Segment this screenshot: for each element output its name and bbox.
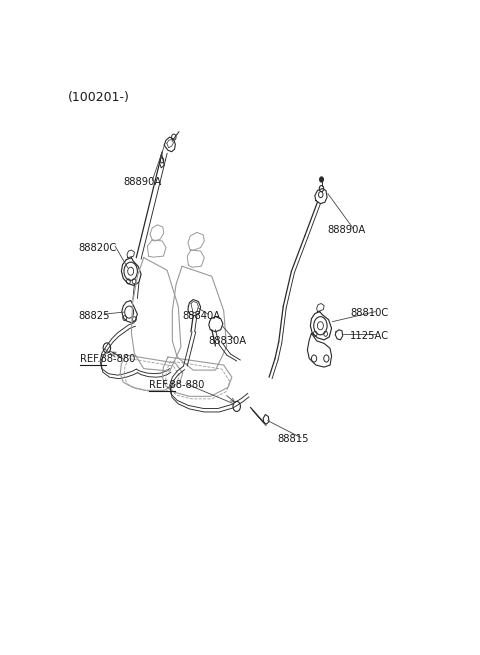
Text: 88810C: 88810C (350, 308, 388, 318)
Text: 88890A: 88890A (328, 225, 366, 235)
Text: 1125AC: 1125AC (350, 331, 389, 341)
Text: 88890A: 88890A (123, 177, 161, 187)
Text: 88820C: 88820C (79, 242, 117, 253)
Text: 88825: 88825 (79, 310, 110, 321)
Circle shape (320, 177, 324, 182)
Text: 88830A: 88830A (209, 336, 247, 346)
Text: REF.88-880: REF.88-880 (81, 354, 136, 364)
Text: REF.88-880: REF.88-880 (149, 380, 204, 390)
Text: (100201-): (100201-) (67, 91, 129, 104)
Text: 88840A: 88840A (183, 310, 221, 321)
Text: 88815: 88815 (277, 434, 309, 444)
